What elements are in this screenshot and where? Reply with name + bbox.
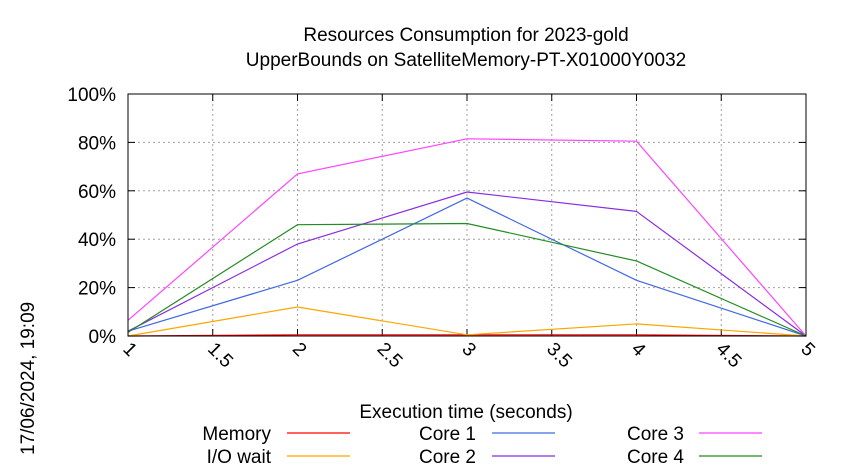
legend-label-core-3: Core 3 (627, 424, 684, 445)
x-tick-label: 3 (457, 339, 479, 361)
y-tick-label: 100% (67, 85, 116, 106)
x-tick-label: 1.5 (203, 339, 237, 373)
y-axis-ticks: 0% 20% 40% 60% 80% 100% (67, 85, 806, 348)
series-lines (127, 138, 807, 337)
y-tick-label: 60% (78, 182, 116, 203)
legend-label-i-o-wait: I/O wait (207, 447, 272, 468)
legend-label-core-2: Core 2 (419, 447, 476, 468)
legend-label-core-4: Core 4 (627, 447, 684, 468)
legend-label-memory: Memory (202, 424, 271, 445)
x-axis-label: Execution time (seconds) (359, 402, 572, 423)
series-line-core-4 (127, 222, 807, 337)
series-line-i-o-wait (127, 306, 807, 337)
grid-lines (128, 94, 806, 336)
y-tick-label: 20% (78, 279, 116, 300)
chart-title-line-2: UpperBounds on SatelliteMemory-PT-X01000… (246, 50, 686, 71)
x-tick-label: 1 (118, 339, 140, 361)
series-line-core-3 (127, 138, 807, 337)
x-tick-label: 2 (288, 339, 310, 361)
x-tick-label: 4.5 (712, 339, 746, 373)
x-axis-ticks: 1 1.5 2 2.5 3 3.5 4 4.5 5 (118, 94, 819, 373)
legend-label-core-1: Core 1 (419, 424, 476, 445)
x-tick-label: 5 (796, 339, 818, 361)
series-line-core-2 (127, 191, 807, 337)
plot-border (127, 93, 807, 337)
chart-title-line-1: Resources Consumption for 2023-gold (303, 25, 628, 46)
series-line-core-1 (127, 197, 807, 337)
x-tick-label: 3.5 (542, 339, 576, 373)
timestamp: 17/06/2024, 19:09 (18, 302, 39, 455)
y-tick-label: 40% (78, 230, 116, 251)
y-tick-label: 80% (78, 133, 116, 154)
x-tick-label: 2.5 (373, 339, 407, 373)
y-tick-label: 0% (89, 327, 117, 348)
x-tick-label: 4 (627, 339, 650, 362)
